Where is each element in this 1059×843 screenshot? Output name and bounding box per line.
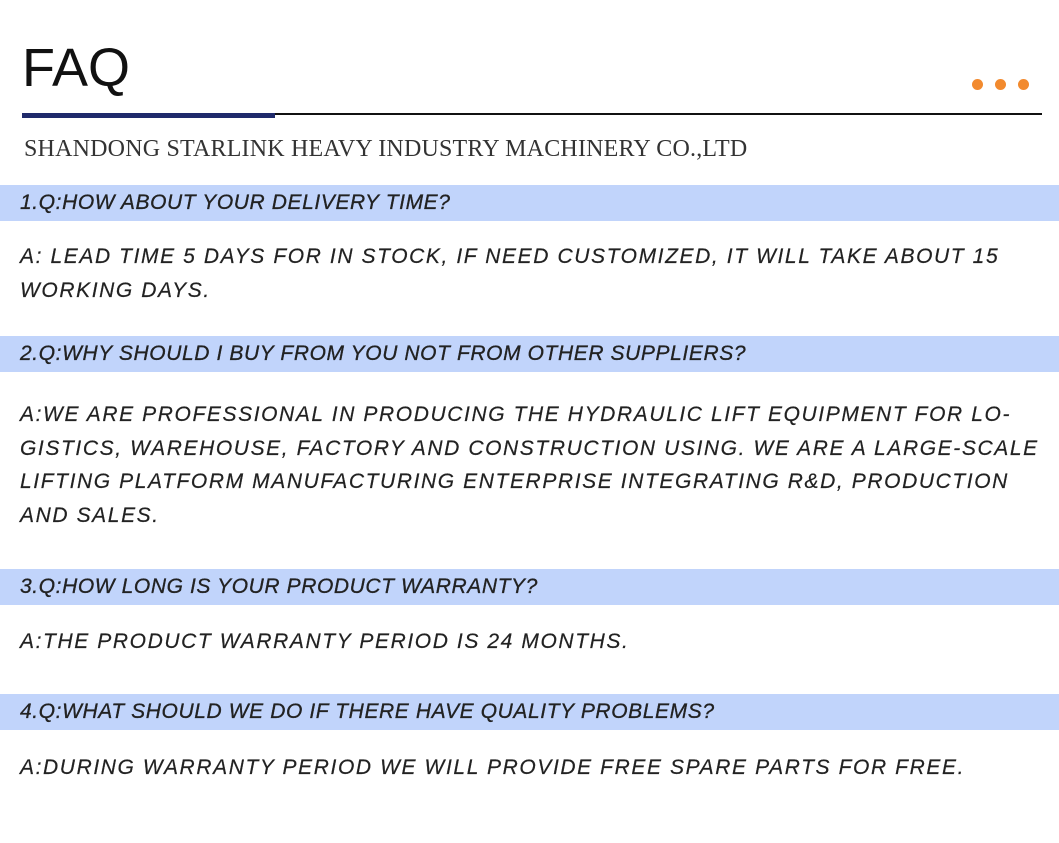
divider xyxy=(22,113,1042,115)
answer-line: A:WE ARE PROFESSIONAL IN PRODUCING THE H… xyxy=(20,403,1012,426)
question-band: 1.Q:HOW ABOUT YOUR DELIVERY TIME? xyxy=(0,185,1059,221)
divider-accent xyxy=(22,113,275,118)
answer-text: A:DURING WARRANTY PERIOD WE WILL PROVIDE… xyxy=(20,751,965,785)
answer-line: LIFTING PLATFORM MANUFACTURING ENTERPRIS… xyxy=(20,470,1009,493)
dot-icon xyxy=(1018,79,1029,90)
answer-text: A:WE ARE PROFESSIONAL IN PRODUCING THE H… xyxy=(20,398,1039,532)
answer-line: A:THE PRODUCT WARRANTY PERIOD IS 24 MONT… xyxy=(20,630,630,653)
answer-line: AND SALES. xyxy=(20,503,160,527)
answer-line: GISTICS, WAREHOUSE, FACTORY AND CONSTRUC… xyxy=(20,436,1039,460)
company-name: SHANDONG STARLINK HEAVY INDUSTRY MACHINE… xyxy=(24,136,748,162)
answer-line: A:DURING WARRANTY PERIOD WE WILL PROVIDE… xyxy=(20,756,966,779)
more-dots-icon xyxy=(972,79,1029,90)
answer-line: WORKING DAYS. xyxy=(20,278,211,302)
page-title: FAQ xyxy=(22,38,131,98)
answer-text: A: LEAD TIME 5 DAYS FOR IN STOCK, IF NEE… xyxy=(20,240,999,307)
question-text: 3.Q:HOW LONG IS YOUR PRODUCT WARRANTY? xyxy=(20,575,538,598)
answer-line: A: LEAD TIME 5 DAYS FOR IN STOCK, IF NEE… xyxy=(20,245,1000,268)
dot-icon xyxy=(972,79,983,90)
question-text: 2.Q:WHY SHOULD I BUY FROM YOU NOT FROM O… xyxy=(20,342,747,365)
question-band: 2.Q:WHY SHOULD I BUY FROM YOU NOT FROM O… xyxy=(0,336,1059,372)
question-band: 3.Q:HOW LONG IS YOUR PRODUCT WARRANTY? xyxy=(0,569,1059,605)
dot-icon xyxy=(995,79,1006,90)
question-text: 4.Q:WHAT SHOULD WE DO IF THERE HAVE QUAL… xyxy=(20,700,715,723)
question-text: 1.Q:HOW ABOUT YOUR DELIVERY TIME? xyxy=(20,191,451,214)
question-band: 4.Q:WHAT SHOULD WE DO IF THERE HAVE QUAL… xyxy=(0,694,1059,730)
answer-text: A:THE PRODUCT WARRANTY PERIOD IS 24 MONT… xyxy=(20,625,629,659)
